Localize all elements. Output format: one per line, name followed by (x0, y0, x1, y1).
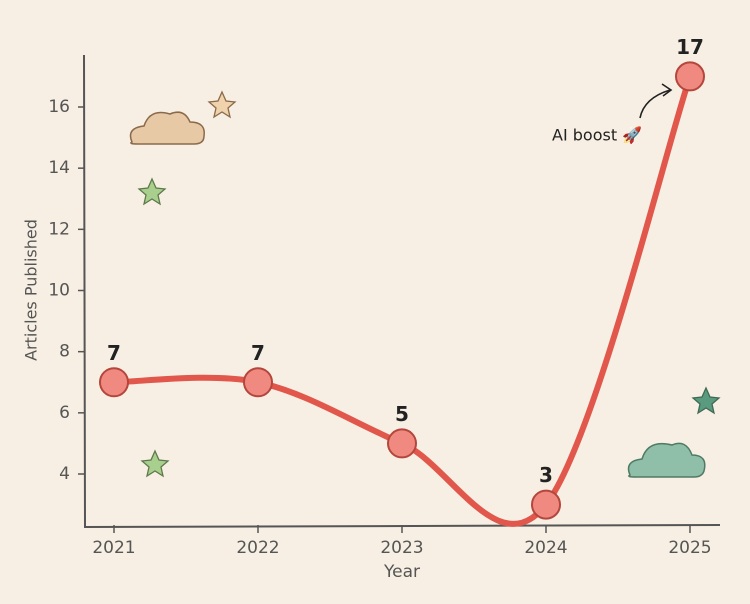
star (207, 90, 237, 119)
y-tick-label: 6 (59, 403, 70, 423)
value-label: 7 (251, 341, 265, 365)
x-axis-label: Year (383, 562, 420, 582)
y-tick-label: 14 (48, 158, 70, 178)
point (387, 428, 417, 459)
annotation: AI boost 🚀 (552, 126, 642, 145)
point (531, 489, 561, 520)
value-label: 5 (395, 402, 409, 426)
line (111, 73, 693, 527)
cloud (627, 442, 706, 478)
cloud (129, 111, 205, 145)
annotation-arrow (639, 89, 671, 119)
point (675, 61, 705, 92)
x-tick-label: 2023 (380, 538, 423, 558)
point (99, 367, 129, 398)
x-tick-label: 2025 (668, 538, 711, 558)
star (137, 177, 167, 206)
y-tick-label: 10 (48, 281, 70, 301)
y-axis-label: Articles Published (22, 219, 41, 361)
x-tick-label: 2022 (236, 538, 279, 558)
y-tick-label: 4 (59, 464, 70, 484)
x-tick-label: 2024 (524, 538, 567, 558)
y-tick-label: 8 (59, 342, 70, 362)
star (691, 386, 721, 415)
value-label: 3 (539, 463, 553, 487)
star (140, 449, 170, 478)
annotation-arrow (661, 83, 673, 97)
y-tick-label: 16 (48, 97, 70, 117)
x-tick-label: 2021 (92, 538, 135, 558)
value-label: 7 (107, 341, 121, 365)
point (243, 367, 273, 398)
y-tick-label: 12 (48, 219, 70, 239)
value-label: 17 (676, 35, 704, 59)
